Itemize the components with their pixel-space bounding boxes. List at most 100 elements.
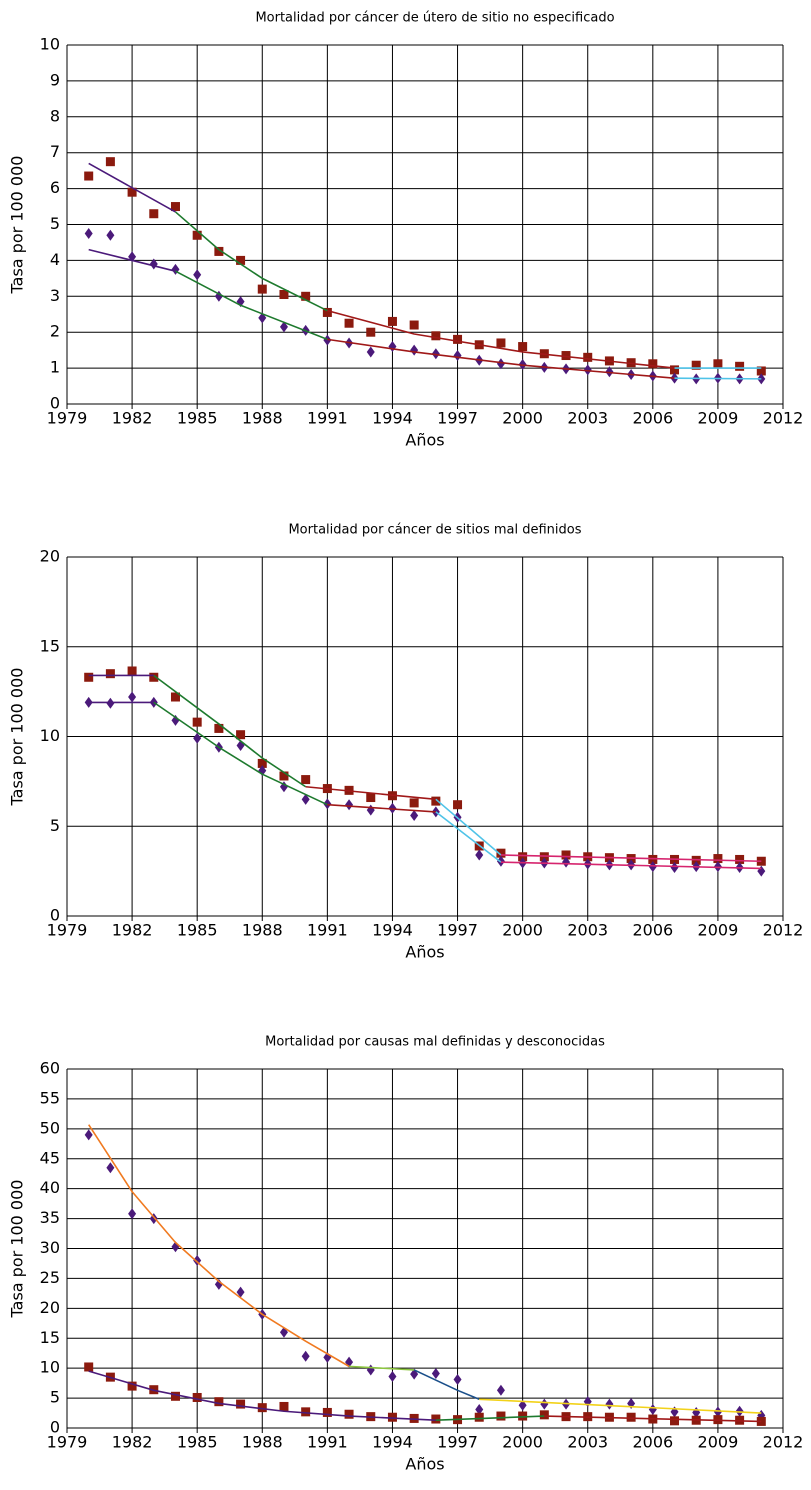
diamond-point: [583, 364, 592, 376]
square-point: [257, 1403, 267, 1413]
x-tick-label: 1988: [242, 921, 283, 940]
diamond-point: [366, 804, 375, 816]
square-point: [127, 1381, 137, 1391]
diamond-point: [562, 856, 571, 868]
diamond-point: [713, 1406, 722, 1418]
diamond-point: [410, 344, 419, 356]
square-point: [735, 854, 745, 864]
square-point: [431, 331, 441, 341]
trend-line: [413, 1369, 480, 1401]
x-tick-label: 1994: [372, 409, 413, 428]
y-tick-label: 35: [40, 1208, 60, 1227]
x-tick-label: 2009: [698, 1433, 739, 1452]
trend-line: [674, 377, 762, 380]
y-tick-label: 8: [50, 106, 60, 125]
square-point: [409, 798, 419, 808]
trend-line: [479, 1398, 762, 1414]
square-point: [214, 246, 224, 256]
square-point: [518, 342, 528, 352]
x-tick-label: 1997: [437, 1433, 478, 1452]
diamond-point: [605, 1398, 614, 1410]
square-point: [539, 1410, 549, 1420]
x-axis-label: Años: [405, 943, 444, 962]
diamond-point: [128, 691, 137, 703]
square-point: [301, 291, 311, 301]
diamond-point: [388, 1371, 397, 1383]
x-tick-label: 1985: [177, 921, 218, 940]
x-tick-label: 2003: [567, 921, 608, 940]
square-point: [518, 852, 528, 862]
y-axis-label: Tasa por 100 000: [8, 156, 27, 295]
square-point: [626, 1412, 636, 1422]
trend-line: [327, 803, 436, 813]
x-tick-label: 1997: [437, 409, 478, 428]
y-tick-label: 10: [40, 35, 60, 54]
diamond-point: [106, 1162, 115, 1174]
x-tick-label: 1988: [242, 1433, 283, 1452]
diamond-point: [171, 714, 180, 726]
x-tick-label: 2006: [632, 1433, 673, 1452]
x-tick-label: 1979: [47, 409, 88, 428]
diamond-point: [388, 341, 397, 353]
trend-line: [327, 309, 675, 369]
y-tick-label: 45: [40, 1148, 60, 1167]
square-point: [84, 1362, 94, 1372]
diamond-point: [214, 1278, 223, 1290]
diamond-point: [496, 358, 505, 370]
diamond-point: [193, 732, 202, 744]
x-tick-label: 2006: [632, 409, 673, 428]
square-point: [670, 365, 680, 375]
trend-line: [153, 701, 328, 806]
diamond-point: [106, 229, 115, 241]
y-tick-label: 15: [40, 636, 60, 655]
diamond-point: [84, 227, 93, 239]
square-point: [192, 717, 202, 727]
trend-line: [88, 1124, 350, 1368]
x-tick-label: 2009: [698, 409, 739, 428]
square-point: [453, 334, 463, 344]
y-tick-label: 9: [50, 70, 60, 89]
trend-line: [544, 1415, 762, 1423]
square-point: [127, 187, 137, 197]
square-point: [149, 209, 159, 219]
x-tick-label: 1985: [177, 409, 218, 428]
y-tick-label: 5: [50, 214, 60, 233]
y-tick-label: 0: [50, 906, 60, 925]
x-tick-label: 2012: [763, 409, 804, 428]
diamond-point: [193, 269, 202, 281]
square-point: [431, 1414, 441, 1424]
x-tick-label: 1997: [437, 921, 478, 940]
y-tick-label: 20: [40, 1298, 60, 1317]
square-point: [496, 1411, 506, 1421]
diamond-point: [366, 1364, 375, 1376]
chart-title: Mortalidad por causas mal definidas y de…: [265, 1035, 605, 1050]
diamond-point: [518, 1399, 527, 1411]
x-tick-label: 2012: [763, 921, 804, 940]
x-tick-label: 1982: [112, 409, 153, 428]
square-point: [279, 771, 289, 781]
diamond-point: [540, 1398, 549, 1410]
chart-title: Mortalidad por cáncer de útero de sitio …: [255, 11, 614, 26]
square-point: [409, 320, 419, 330]
square-point: [127, 666, 137, 676]
square-point: [214, 723, 224, 733]
y-axis-label: Tasa por 100 000: [8, 1180, 27, 1319]
diamond-point: [431, 348, 440, 360]
trend-line: [305, 785, 436, 801]
y-tick-label: 4: [50, 250, 60, 269]
square-point: [735, 361, 745, 371]
diamond-point: [366, 346, 375, 358]
x-tick-label: 1994: [372, 921, 413, 940]
x-tick-label: 2000: [502, 921, 543, 940]
square-point: [301, 1407, 311, 1417]
square-point: [192, 230, 202, 240]
y-tick-label: 3: [50, 286, 60, 305]
square-point: [648, 359, 658, 369]
chart-title: Mortalidad por cáncer de sitios mal defi…: [288, 523, 581, 538]
x-tick-label: 2000: [502, 409, 543, 428]
diamond-point: [648, 861, 657, 873]
diamond-point: [453, 1374, 462, 1386]
trend-line: [327, 338, 675, 379]
x-tick-label: 1979: [47, 1433, 88, 1452]
diamond-point: [496, 1384, 505, 1396]
